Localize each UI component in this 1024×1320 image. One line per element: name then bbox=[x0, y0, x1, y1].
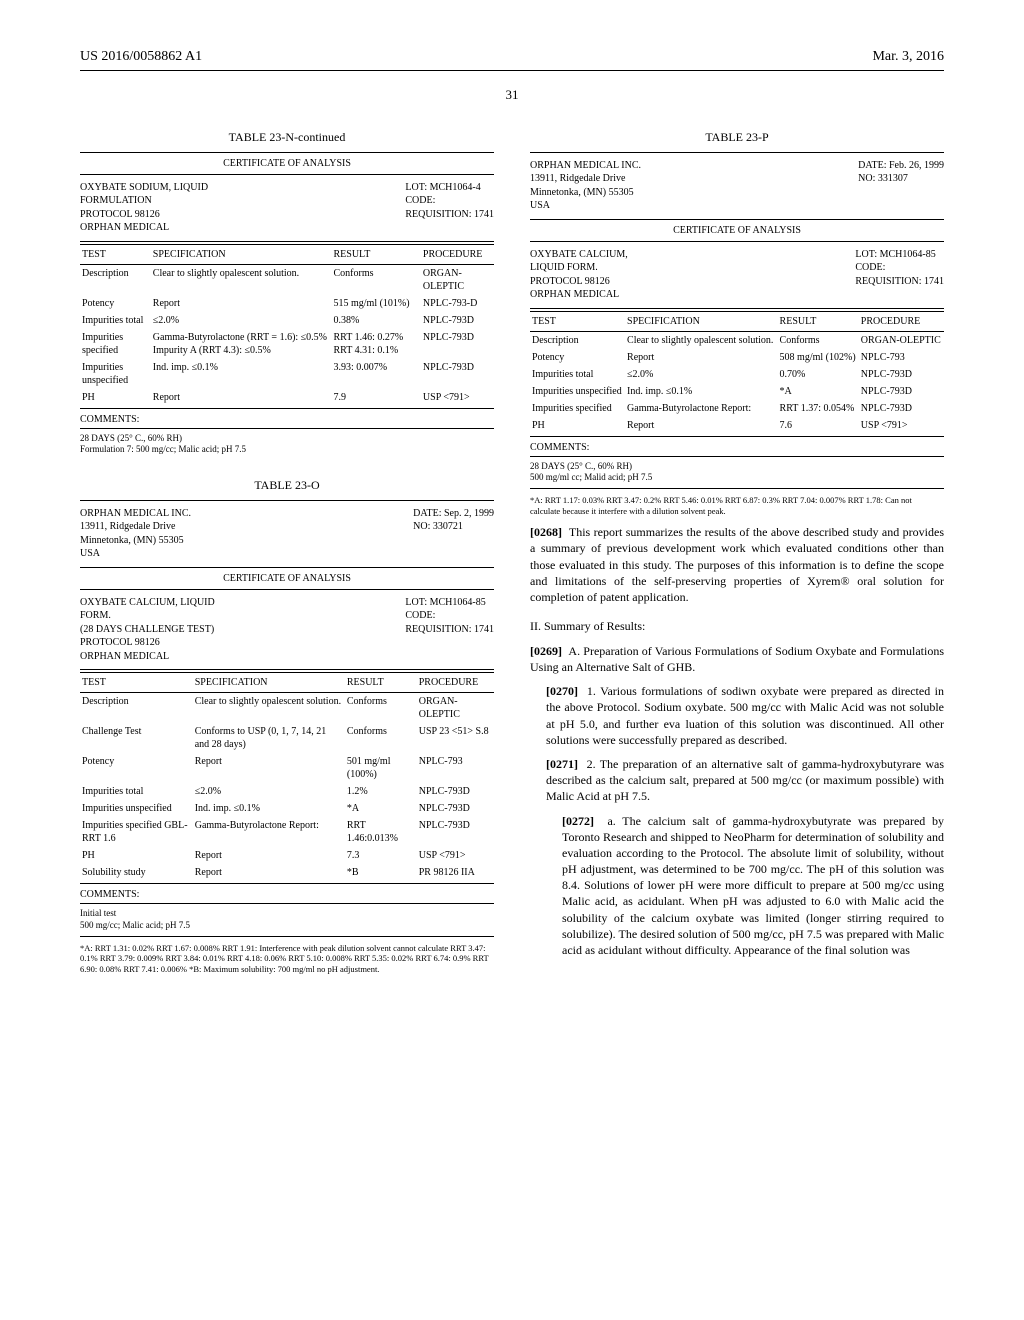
table-row: Impurities total≤2.0%0.38%NPLC-793D bbox=[80, 312, 494, 329]
paragraph-0272: [0272] a. The calcium salt of gamma-hydr… bbox=[562, 813, 944, 959]
meta-line: FORMULATION bbox=[80, 194, 208, 208]
header-divider bbox=[80, 70, 944, 71]
table-row: PotencyReport515 mg/ml (101%)NPLC-793-D bbox=[80, 295, 494, 312]
table-23o-footnote: *A: RRT 1.31: 0.02% RRT 1.67: 0.008% RRT… bbox=[80, 943, 494, 975]
para-num: [0269] bbox=[530, 644, 562, 658]
section-ii-head: II. Summary of Results: bbox=[530, 619, 944, 635]
table-23o-meta: OXYBATE CALCIUM, LIQUID FORM. (28 DAYS C… bbox=[80, 596, 494, 664]
table-row: DescriptionClear to slightly opalescent … bbox=[530, 331, 944, 349]
left-column: TABLE 23-N-continued CERTIFICATE OF ANAL… bbox=[80, 122, 494, 980]
table-23p-title: TABLE 23-P bbox=[530, 130, 944, 146]
table-row: Impurities specifiedGamma-Butyrolactone … bbox=[530, 400, 944, 417]
publication-date: Mar. 3, 2016 bbox=[872, 48, 944, 66]
paragraph-0271: [0271] 2. The preparation of an alternat… bbox=[546, 756, 944, 805]
table-23p-footnote: *A: RRT 1.17: 0.03% RRT 3.47: 0.2% RRT 5… bbox=[530, 495, 944, 516]
meta-line: PROTOCOL 98126 bbox=[80, 208, 208, 222]
table-row: Impurities unspecifiedInd. imp. ≤0.1%3.9… bbox=[80, 359, 494, 389]
th-proc: PROCEDURE bbox=[421, 244, 494, 264]
table-23n-comments: COMMENTS: bbox=[80, 413, 494, 426]
table-row: PotencyReport501 mg/ml (100%)NPLC-793 bbox=[80, 753, 494, 783]
table-23o-cert: CERTIFICATE OF ANALYSIS bbox=[80, 572, 494, 585]
table-row: PHReport7.3USP <791> bbox=[80, 847, 494, 864]
table-row: Impurities specifiedGamma-Butyrolactone … bbox=[80, 329, 494, 359]
table-row: PotencyReport508 mg/ml (102%)NPLC-793 bbox=[530, 349, 944, 366]
para-num: [0272] bbox=[562, 814, 594, 828]
table-23n-meta: OXYBATE SODIUM, LIQUID FORMULATION PROTO… bbox=[80, 181, 494, 235]
table-23o-data: TEST SPECIFICATION RESULT PROCEDURE Desc… bbox=[80, 672, 494, 881]
table-row: Impurities total≤2.0%1.2%NPLC-793D bbox=[80, 783, 494, 800]
table-23p-data: TEST SPECIFICATION RESULT PROCEDURE Desc… bbox=[530, 311, 944, 434]
table-row: Solubility studyReport*BPR 98126 IIA bbox=[80, 864, 494, 881]
publication-number: US 2016/0058862 A1 bbox=[80, 48, 202, 66]
table-23o-orphan: ORPHAN MEDICAL INC. 13911, Ridgedale Dri… bbox=[80, 507, 494, 561]
meta-line: ORPHAN MEDICAL bbox=[80, 221, 208, 235]
page-number: 31 bbox=[80, 87, 944, 104]
table-23p-footer: 28 DAYS (25° C., 60% RH) 500 mg/ml cc; M… bbox=[530, 461, 944, 484]
table-23o-title: TABLE 23-O bbox=[80, 478, 494, 494]
table-23o-comments: COMMENTS: bbox=[80, 888, 494, 901]
table-23p-meta: OXYBATE CALCIUM, LIQUID FORM. PROTOCOL 9… bbox=[530, 248, 944, 302]
meta-line: REQUISITION: 1741 bbox=[405, 208, 494, 222]
table-23p-cert: CERTIFICATE OF ANALYSIS bbox=[530, 224, 944, 237]
table-23n-footer: 28 DAYS (25° C., 60% RH) Formulation 7: … bbox=[80, 433, 494, 456]
table-row: DescriptionClear to slightly opalescent … bbox=[80, 264, 494, 295]
table-23p-orphan: ORPHAN MEDICAL INC. 13911, Ridgedale Dri… bbox=[530, 159, 944, 213]
page-header: US 2016/0058862 A1 Mar. 3, 2016 bbox=[80, 48, 944, 66]
table-row: DescriptionClear to slightly opalescent … bbox=[80, 693, 494, 724]
table-23n-cert: CERTIFICATE OF ANALYSIS bbox=[80, 157, 494, 170]
table-row: PHReport7.6USP <791> bbox=[530, 417, 944, 434]
para-num: [0271] bbox=[546, 757, 578, 771]
para-num: [0268] bbox=[530, 525, 562, 539]
paragraph-0269: [0269] A. Preparation of Various Formula… bbox=[530, 643, 944, 675]
table-row: Impurities total≤2.0%0.70%NPLC-793D bbox=[530, 366, 944, 383]
table-row: PHReport7.9USP <791> bbox=[80, 389, 494, 406]
meta-line: LOT: MCH1064-4 bbox=[405, 181, 494, 195]
table-23n-data: TEST SPECIFICATION RESULT PROCEDURE Desc… bbox=[80, 244, 494, 406]
table-23p-comments: COMMENTS: bbox=[530, 441, 944, 454]
th-spec: SPECIFICATION bbox=[151, 244, 332, 264]
table-row: Impurities specified GBL-RRT 1.6Gamma-Bu… bbox=[80, 817, 494, 847]
th-test: TEST bbox=[80, 244, 151, 264]
table-row: Impurities unspecifiedInd. imp. ≤0.1%*AN… bbox=[80, 800, 494, 817]
meta-line: OXYBATE SODIUM, LIQUID bbox=[80, 181, 208, 195]
main-columns: TABLE 23-N-continued CERTIFICATE OF ANAL… bbox=[80, 122, 944, 980]
para-num: [0270] bbox=[546, 684, 578, 698]
table-23o-footer: Initial test 500 mg/cc; Malic acid; pH 7… bbox=[80, 908, 494, 931]
table-row: Challenge TestConforms to USP (0, 1, 7, … bbox=[80, 723, 494, 753]
table-row: Impurities unspecifiedInd. imp. ≤0.1%*AN… bbox=[530, 383, 944, 400]
paragraph-0268: [0268] This report summarizes the result… bbox=[530, 524, 944, 605]
paragraph-0270: [0270] 1. Various formulations of sodiwn… bbox=[546, 683, 944, 748]
table-23n-title: TABLE 23-N-continued bbox=[80, 130, 494, 146]
th-result: RESULT bbox=[331, 244, 420, 264]
right-column: TABLE 23-P ORPHAN MEDICAL INC. 13911, Ri… bbox=[530, 122, 944, 980]
meta-line: CODE: bbox=[405, 194, 494, 208]
